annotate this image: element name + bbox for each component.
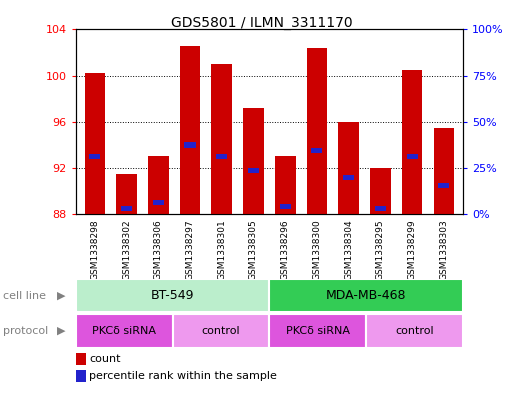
Text: GSM1338302: GSM1338302 — [122, 219, 131, 280]
Bar — [269, 314, 366, 348]
Bar — [76, 370, 85, 382]
Bar — [375, 206, 386, 211]
Bar — [211, 64, 232, 214]
Text: GSM1338296: GSM1338296 — [281, 219, 290, 280]
Bar — [116, 174, 137, 214]
Bar — [269, 279, 463, 312]
Text: PKCδ siRNA: PKCδ siRNA — [92, 326, 156, 336]
Text: GSM1338306: GSM1338306 — [154, 219, 163, 280]
Text: percentile rank within the sample: percentile rank within the sample — [89, 371, 277, 381]
Text: GSM1338300: GSM1338300 — [312, 219, 322, 280]
Text: ▶: ▶ — [57, 326, 65, 336]
Bar — [216, 154, 228, 159]
Text: BT-549: BT-549 — [151, 289, 195, 302]
Bar — [338, 122, 359, 214]
Text: GSM1338298: GSM1338298 — [90, 219, 99, 280]
Bar — [306, 48, 327, 214]
Bar — [85, 73, 105, 214]
Bar — [121, 206, 132, 211]
Text: control: control — [202, 326, 240, 336]
Bar — [275, 156, 295, 214]
Bar — [434, 128, 454, 214]
Text: count: count — [89, 354, 121, 364]
Text: GSM1338304: GSM1338304 — [344, 219, 353, 280]
Bar — [406, 154, 418, 159]
Text: protocol: protocol — [3, 326, 48, 336]
Bar — [402, 70, 423, 214]
Text: PKCδ siRNA: PKCδ siRNA — [286, 326, 350, 336]
Bar — [248, 168, 259, 173]
Bar — [173, 314, 269, 348]
Bar — [76, 314, 173, 348]
Text: GSM1338303: GSM1338303 — [439, 219, 448, 280]
Bar — [76, 279, 269, 312]
Bar — [343, 174, 354, 180]
Bar — [185, 142, 196, 147]
Bar — [311, 148, 323, 153]
Bar — [148, 156, 168, 214]
Bar — [280, 204, 291, 209]
Text: GSM1338299: GSM1338299 — [407, 219, 417, 280]
Bar — [89, 154, 100, 159]
Text: cell line: cell line — [3, 291, 46, 301]
Bar — [366, 314, 463, 348]
Text: GSM1338295: GSM1338295 — [376, 219, 385, 280]
Bar — [438, 183, 449, 188]
Text: control: control — [395, 326, 434, 336]
Bar — [180, 46, 200, 214]
Text: MDA-MB-468: MDA-MB-468 — [326, 289, 406, 302]
Text: GSM1338305: GSM1338305 — [249, 219, 258, 280]
Text: GDS5801 / ILMN_3311170: GDS5801 / ILMN_3311170 — [170, 16, 353, 30]
Bar — [243, 108, 264, 214]
Bar — [370, 168, 391, 214]
Text: ▶: ▶ — [57, 291, 65, 301]
Text: GSM1338301: GSM1338301 — [217, 219, 226, 280]
Text: GSM1338297: GSM1338297 — [186, 219, 195, 280]
Bar — [76, 353, 85, 365]
Bar — [153, 200, 164, 205]
